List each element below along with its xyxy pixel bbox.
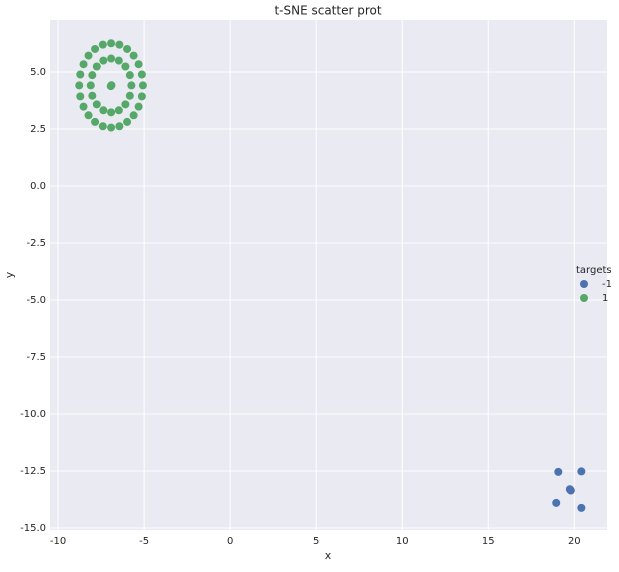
- scatter-point: [107, 39, 116, 48]
- scatter-point: [88, 91, 97, 100]
- scatter-point: [125, 91, 134, 100]
- x-tick-label: -5: [139, 536, 149, 547]
- x-tick-label: 0: [227, 536, 233, 547]
- scatter-point: [106, 82, 115, 91]
- scatter-point: [137, 70, 146, 79]
- scatter-point: [121, 100, 130, 109]
- y-tick-label: -15.0: [20, 523, 46, 534]
- scatter-point: [98, 40, 107, 49]
- scatter-point: [123, 117, 132, 126]
- scatter-point: [84, 111, 93, 120]
- scatter-point: [134, 60, 143, 69]
- scatter-point: [134, 102, 143, 111]
- scatter-point: [86, 81, 95, 90]
- x-tick-label: 20: [568, 536, 581, 547]
- legend-label: 1: [602, 293, 608, 304]
- scatter-point: [98, 122, 107, 131]
- scatter-point: [91, 44, 100, 53]
- scatter-point: [137, 92, 146, 101]
- scatter-point: [554, 467, 563, 476]
- scatter-point: [115, 122, 124, 131]
- y-tick-label: 2.5: [30, 124, 46, 135]
- legend-title: targets: [576, 265, 612, 276]
- scatter-point: [75, 81, 84, 90]
- scatter-point: [84, 51, 93, 60]
- scatter-point: [92, 62, 101, 71]
- x-axis-label: x: [325, 549, 332, 562]
- scatter-point: [577, 503, 586, 512]
- scatter-point: [114, 106, 123, 115]
- scatter-point: [99, 106, 108, 115]
- x-tick-label: 15: [482, 536, 495, 547]
- legend-label: -1: [602, 279, 612, 290]
- scatter-point: [552, 498, 561, 507]
- y-tick-label: 5.0: [30, 67, 46, 78]
- y-tick-label: -7.5: [26, 352, 46, 363]
- scatter-point: [107, 54, 116, 63]
- y-tick-label: -5.0: [26, 295, 46, 306]
- scatter-point: [129, 111, 138, 120]
- legend: targets -1 1: [576, 265, 612, 304]
- y-axis-label: y: [3, 271, 16, 278]
- scatter-point: [115, 40, 124, 49]
- plot-area: [50, 20, 607, 530]
- scatter-point: [138, 81, 147, 90]
- scatter-point: [127, 81, 136, 90]
- legend-marker: [580, 280, 588, 288]
- scatter-point: [129, 51, 138, 60]
- scatter-point: [577, 467, 586, 476]
- scatter-point: [566, 486, 575, 495]
- scatter-point: [123, 44, 132, 53]
- scatter-point: [99, 56, 108, 65]
- y-tick-label: -12.5: [20, 466, 46, 477]
- scatter-point: [92, 100, 101, 109]
- scatter-point: [121, 62, 130, 71]
- marks: [75, 39, 586, 512]
- scatter-point: [107, 123, 116, 132]
- scatter-point: [79, 102, 88, 111]
- y-tick-label: 0.0: [30, 181, 46, 192]
- scatter-point: [91, 117, 100, 126]
- x-tick-label: 10: [396, 536, 409, 547]
- y-tick-label: -10.0: [20, 409, 46, 420]
- x-tick-label: 5: [313, 536, 319, 547]
- scatter-point: [88, 71, 97, 80]
- y-tick-label: -2.5: [26, 238, 46, 249]
- x-tick-label: -10: [50, 536, 66, 547]
- legend-marker: [580, 294, 588, 302]
- scatter-point: [125, 71, 134, 80]
- scatter-point: [114, 56, 123, 65]
- scatter-point: [76, 92, 85, 101]
- scatter-point: [107, 108, 116, 117]
- chart-title: t-SNE scatter prot: [274, 4, 381, 18]
- scatter-point: [76, 70, 85, 79]
- scatter-point: [79, 60, 88, 69]
